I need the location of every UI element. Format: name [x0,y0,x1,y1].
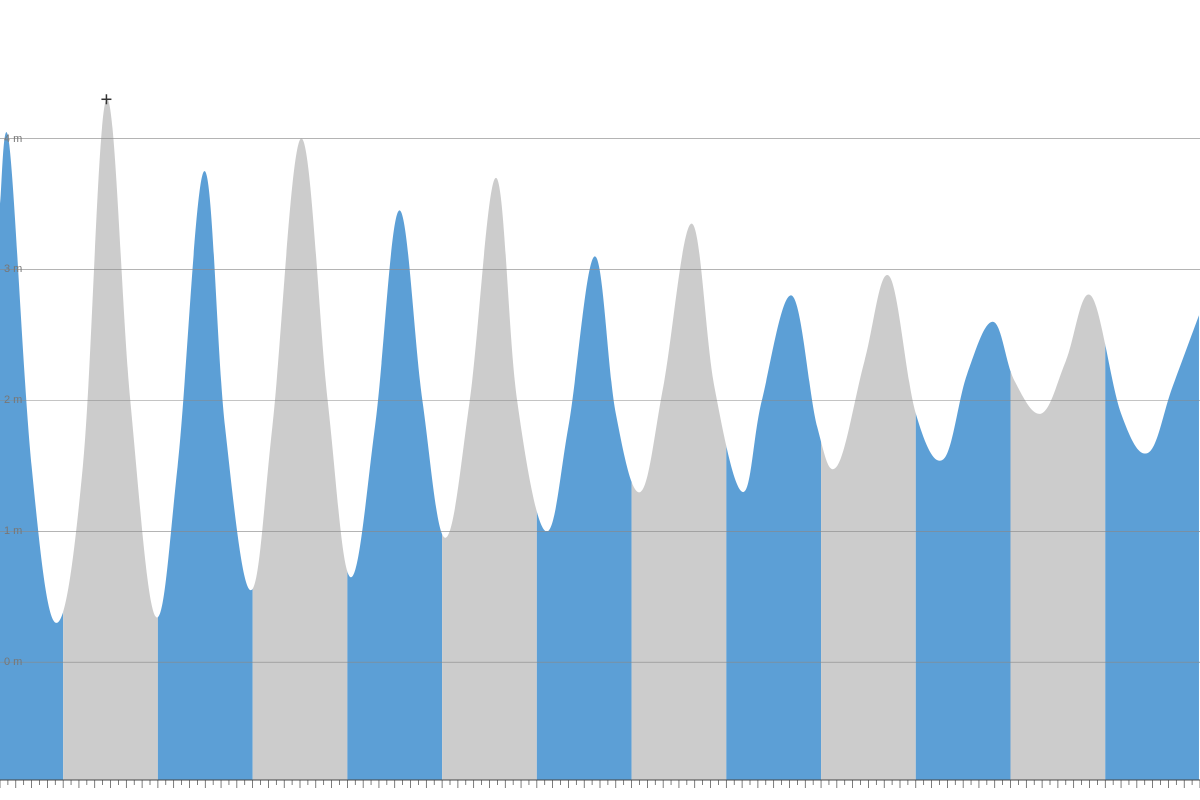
tide-chart: Pulau Besin, Myanmar Tue23:11Wed05:09Wed… [0,0,1200,800]
y-axis-label: 2 m [4,394,22,406]
y-axis-label: 4 m [4,133,22,145]
y-axis-label: 0 m [4,656,22,668]
y-axis-label: 1 m [4,525,22,537]
y-axis-labels: 0 m 1 m 2 m 3 m 4 m [0,0,40,800]
chart-svg [0,0,1200,800]
y-axis-label: 3 m [4,263,22,275]
x-axis-labels: 2200020406081012141618202200020406081012… [0,784,1200,798]
